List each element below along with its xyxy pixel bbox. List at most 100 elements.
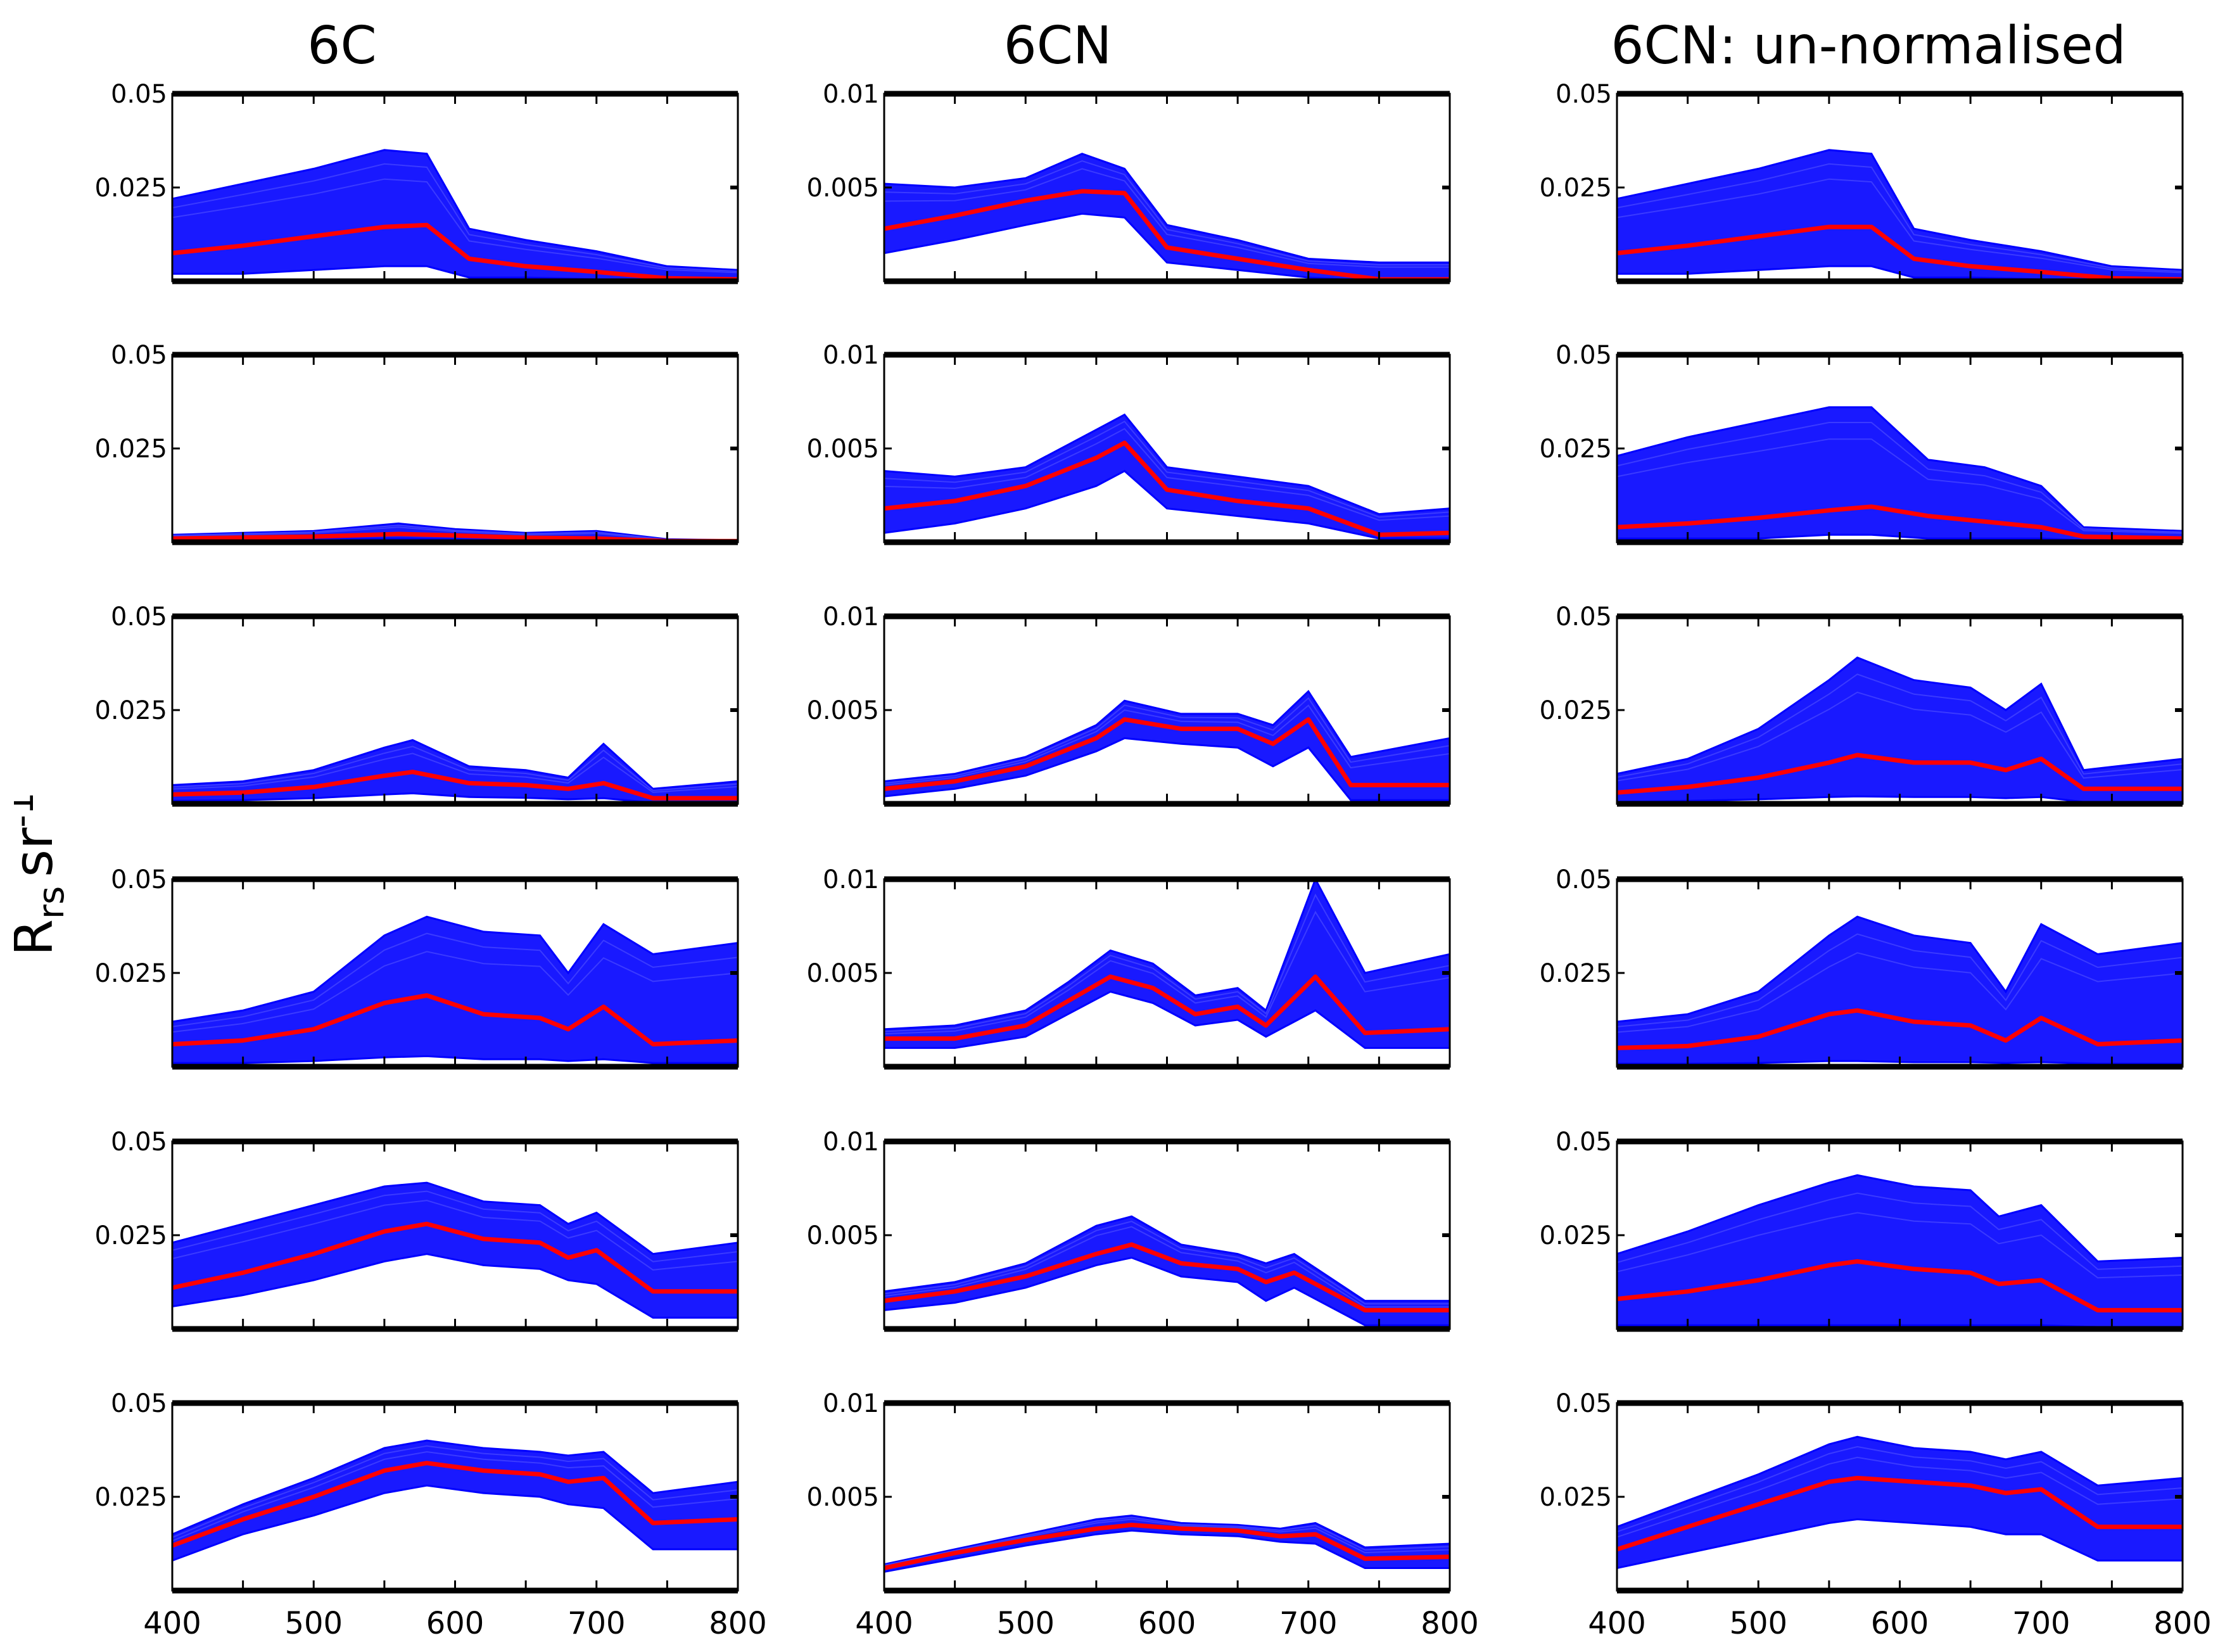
mean-spectrum-line bbox=[884, 1522, 1450, 1570]
y-tick-label: 0.025 bbox=[1539, 1483, 1612, 1512]
y-tick-label: 0.01 bbox=[823, 1389, 879, 1418]
mean-spectrum-line bbox=[1616, 1259, 2183, 1312]
plot-background bbox=[172, 355, 738, 542]
panel-6cn-row-2: 0.01 0.005 bbox=[806, 341, 1451, 545]
spectra-line bbox=[884, 1226, 1450, 1308]
y-axis-label-unit: sr bbox=[14, 827, 65, 877]
spectra-line bbox=[172, 163, 738, 272]
spectra-line bbox=[1616, 673, 2183, 778]
spectra-line bbox=[1616, 1456, 2183, 1538]
spectra-line bbox=[884, 910, 1450, 1035]
spectra-line bbox=[1616, 952, 2183, 1033]
spectra-line bbox=[884, 893, 1450, 1032]
spectra-line bbox=[172, 1200, 738, 1271]
mean-spectrum-line bbox=[1616, 753, 2183, 795]
x-tick-label: 600 bbox=[1871, 1606, 1929, 1641]
spectra-line bbox=[1616, 1446, 2183, 1533]
y-tick-label: 0.025 bbox=[94, 959, 167, 988]
spectra-line bbox=[172, 178, 738, 274]
x-tick-label: 600 bbox=[426, 1606, 485, 1641]
spectra-line bbox=[172, 746, 738, 791]
x-tick-label: 800 bbox=[709, 1606, 767, 1641]
column-title-6c: 6C bbox=[307, 16, 377, 76]
mean-spectrum-line bbox=[171, 1461, 738, 1548]
x-tick-label: 500 bbox=[1729, 1606, 1787, 1641]
column-title-6cn: 6CN bbox=[1003, 16, 1112, 76]
spectra-line bbox=[172, 1451, 738, 1542]
mean-spectrum-line bbox=[172, 1221, 738, 1294]
panel-6cn-row-1: 0.01 0.005 bbox=[806, 80, 1451, 284]
svg-text:Rrssr-1: Rrs sr-1 bbox=[14, 792, 72, 956]
x-tick-label: 800 bbox=[2153, 1606, 2212, 1641]
y-axis-label: Rrs sr-1 bbox=[14, 792, 72, 956]
spectra-line bbox=[884, 704, 1450, 786]
panel-6cn-un-normalised-row-2: 0.05 0.025 bbox=[1539, 341, 2184, 545]
y-tick-label: 0.025 bbox=[94, 435, 167, 464]
panel-6c-row-1: 0.05 0.025 bbox=[94, 80, 739, 284]
spectra-line bbox=[1616, 438, 2183, 534]
y-tick-label: 0.05 bbox=[1556, 865, 1612, 894]
y-tick-label: 0.025 bbox=[1539, 1221, 1612, 1250]
mean-spectrum-line bbox=[172, 222, 738, 282]
y-tick-label: 0.05 bbox=[111, 1128, 167, 1157]
panel-6cn-un-normalised-row-4: 0.05 0.025 bbox=[1539, 865, 2184, 1070]
panel-6cn-un-normalised-row-5: 0.05 0.025 bbox=[1539, 1128, 2184, 1332]
x-tick-label: 600 bbox=[1138, 1606, 1196, 1641]
x-tick-label: 400 bbox=[1588, 1606, 1646, 1641]
y-tick-label: 0.005 bbox=[806, 959, 879, 988]
y-tick-label: 0.01 bbox=[823, 341, 879, 370]
spectra-line bbox=[172, 753, 738, 793]
panel-6c-row-6: 0.05 0.025 400 500 600 700 800 bbox=[94, 1389, 766, 1641]
y-tick-label: 0.005 bbox=[806, 696, 879, 725]
mean-spectrum-line bbox=[884, 974, 1450, 1041]
x-tick-label: 500 bbox=[284, 1606, 343, 1641]
y-tick-label: 0.005 bbox=[806, 1483, 879, 1512]
mean-spectrum-line bbox=[172, 770, 738, 801]
y-tick-label: 0.005 bbox=[806, 174, 879, 203]
spectra-line bbox=[172, 1190, 738, 1262]
y-tick-label: 0.01 bbox=[823, 1128, 879, 1157]
mean-spectrum-line bbox=[1616, 224, 2183, 282]
y-axis-label-main: R bbox=[14, 919, 65, 956]
y-axis-label-subscript: rs bbox=[31, 886, 72, 919]
spectra-line bbox=[1616, 691, 2183, 782]
y-tick-label: 0.05 bbox=[111, 865, 167, 894]
panel-6cn-row-3: 0.01 0.005 bbox=[806, 602, 1451, 807]
x-tick-label: 400 bbox=[855, 1606, 913, 1641]
panel-6c-row-4: 0.05 0.025 bbox=[94, 865, 739, 1070]
spectra-line bbox=[884, 168, 1450, 268]
x-tick-label: 700 bbox=[2012, 1606, 2070, 1641]
spectra-line bbox=[1616, 1192, 2183, 1270]
spectra-line bbox=[172, 1445, 738, 1539]
spectra-line bbox=[172, 951, 738, 1033]
panel-6cn-un-normalised-row-1: 0.05 0.025 bbox=[1539, 80, 2184, 284]
panel-6cn-un-normalised-row-6: 0.05 0.025 400 500 600 700 800 bbox=[1539, 1389, 2211, 1641]
y-tick-label: 0.025 bbox=[94, 1221, 167, 1250]
y-tick-label: 0.05 bbox=[1556, 1389, 1612, 1418]
spectra-line bbox=[884, 1516, 1450, 1566]
x-tick-label: 400 bbox=[143, 1606, 201, 1641]
y-tick-label: 0.025 bbox=[1539, 959, 1612, 988]
panel-6c-row-2: 0.05 0.025 bbox=[94, 341, 739, 545]
spectra-line bbox=[1616, 178, 2183, 274]
y-tick-label: 0.005 bbox=[806, 435, 879, 464]
column-title-6cn-un-normalised: 6CN: un-normalised bbox=[1611, 16, 2126, 76]
spectra-line bbox=[884, 421, 1450, 518]
x-tick-label: 500 bbox=[996, 1606, 1055, 1641]
y-tick-label: 0.025 bbox=[1539, 174, 1612, 203]
mean-spectrum-line bbox=[884, 1242, 1450, 1312]
y-tick-label: 0.05 bbox=[1556, 602, 1612, 632]
panel-6cn-row-5: 0.01 0.005 bbox=[806, 1128, 1451, 1332]
panel-6cn-row-6: 0.01 0.005 400 500 600 700 800 bbox=[806, 1389, 1478, 1641]
mean-spectrum-line bbox=[1616, 504, 2183, 541]
y-tick-label: 0.005 bbox=[806, 1221, 879, 1250]
spectra-line bbox=[1616, 1212, 2183, 1279]
y-tick-label: 0.05 bbox=[1556, 1128, 1612, 1157]
y-tick-label: 0.05 bbox=[111, 80, 167, 109]
mean-spectrum-line bbox=[884, 717, 1450, 791]
spectra-line bbox=[884, 697, 1450, 784]
y-tick-label: 0.025 bbox=[1539, 435, 1612, 464]
mean-spectrum-line bbox=[172, 993, 738, 1046]
